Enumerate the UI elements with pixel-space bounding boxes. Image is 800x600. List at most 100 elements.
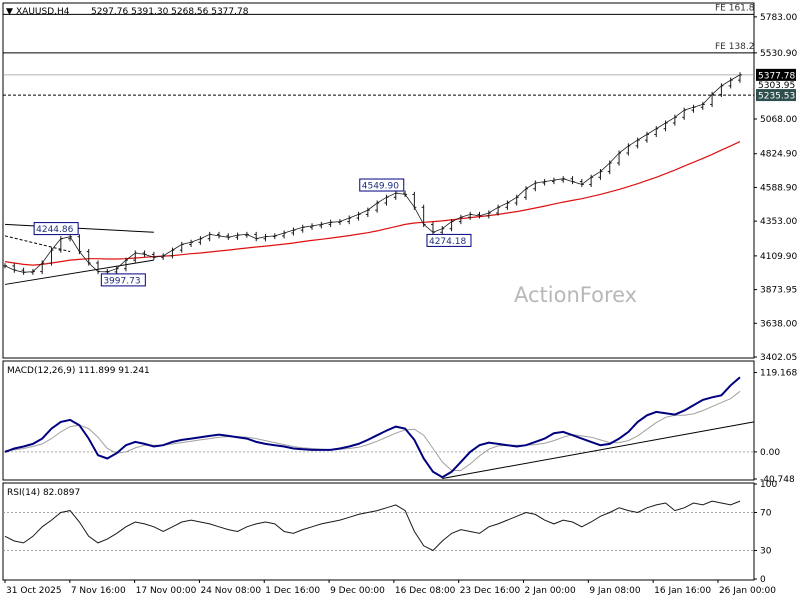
price-bar bbox=[12, 263, 17, 273]
x-tick-label: 7 Nov 16:00 bbox=[71, 586, 126, 596]
annotation-frame bbox=[359, 178, 405, 192]
price-y-tick-label: 5068.00 bbox=[760, 115, 797, 125]
current-price-tag: 5377.78 bbox=[756, 68, 796, 81]
collapse-arrow-icon[interactable]: ▼ bbox=[6, 7, 13, 17]
price-bar bbox=[542, 179, 547, 186]
price-bar bbox=[533, 180, 538, 192]
fib-level-label: FE 161.8 bbox=[715, 3, 755, 13]
x-tick-label: 23 Dec 16:00 bbox=[460, 586, 521, 596]
annotation-box: 4274.18 bbox=[426, 233, 472, 247]
price-bar bbox=[347, 215, 352, 225]
price-y-tick-label: 3638.00 bbox=[760, 319, 797, 329]
price-bar bbox=[179, 241, 184, 253]
price-bar bbox=[68, 234, 73, 242]
resistance-trendline bbox=[4, 223, 154, 233]
macd-signal-line bbox=[4, 390, 741, 471]
price-bar bbox=[393, 190, 398, 200]
x-tick-label: 1 Dec 16:00 bbox=[265, 586, 320, 596]
x-tick-label: 16 Dec 08:00 bbox=[395, 586, 456, 596]
price-bar bbox=[198, 236, 203, 245]
annotation-box: 4244.86 bbox=[33, 222, 79, 236]
price-bar bbox=[263, 234, 268, 242]
x-tick-label: 26 Jan 00:00 bbox=[719, 586, 776, 596]
price-y-tick-label: 4353.00 bbox=[760, 217, 797, 227]
moving-average-line bbox=[4, 141, 741, 266]
price-bar bbox=[96, 260, 101, 275]
price-bar bbox=[21, 267, 26, 275]
price-bar bbox=[235, 232, 240, 240]
x-tick-label: 17 Nov 00:00 bbox=[136, 586, 197, 596]
watermark: ActionForex bbox=[514, 283, 637, 307]
rsi-y-tick-label: 100 bbox=[760, 480, 777, 490]
x-tick-label: 2 Jan 00:00 bbox=[525, 586, 577, 596]
macd-title: MACD(12,26,9) 111.899 91.241 bbox=[7, 366, 150, 376]
macd-panel bbox=[3, 376, 755, 479]
price-bar bbox=[151, 251, 156, 260]
support-trendline bbox=[4, 259, 154, 285]
macd-line bbox=[4, 376, 741, 479]
price-bar bbox=[207, 231, 212, 242]
price-bar bbox=[282, 230, 287, 239]
x-tick-label: 9 Jan 08:00 bbox=[589, 586, 641, 596]
rsi-title: RSI(14) 82.0897 bbox=[7, 488, 80, 498]
price-y-tick-label: 5783.00 bbox=[760, 13, 797, 23]
dashed-price-tag-text: 5235.53 bbox=[758, 92, 795, 102]
price-bar bbox=[189, 239, 194, 248]
axes: 5783.00 5530.90 5068.00 4824.90 4588.90 4353.… bbox=[4, 13, 797, 596]
price-bar bbox=[254, 231, 259, 242]
annotation-frame bbox=[33, 222, 79, 236]
price-bar bbox=[319, 221, 324, 229]
x-tick-label: 31 Oct 2025 bbox=[6, 586, 62, 596]
price-bar bbox=[486, 210, 491, 219]
price-y-tick-label: 4109.90 bbox=[760, 252, 797, 262]
dashed-price-tag-bg bbox=[756, 89, 796, 102]
price-line bbox=[4, 74, 741, 273]
rsi-y-tick-label: 30 bbox=[760, 547, 772, 557]
ohlc-values: 5297.76 5391.30 5268.56 5377.78 bbox=[91, 7, 249, 17]
price-bar bbox=[300, 224, 305, 233]
dashed-trendline bbox=[4, 235, 71, 253]
price-y-tick-label: 5530.90 bbox=[760, 49, 797, 59]
current-price-tag-text: 5377.78 bbox=[758, 71, 795, 81]
price-bar bbox=[468, 211, 473, 220]
macd-y-tick-label: -40.748 bbox=[760, 475, 795, 485]
fib-level-label: FE 138.2 bbox=[715, 42, 755, 52]
price-bar bbox=[356, 211, 361, 221]
price-bar bbox=[691, 104, 696, 113]
price-bar bbox=[310, 223, 315, 230]
price-panel: FE 161.8 FE 138.2 4244.86 3997.73 4549.90 427… bbox=[3, 3, 796, 287]
price-bar bbox=[142, 250, 147, 258]
price-y-tick-label: 3402.05 bbox=[760, 353, 797, 363]
x-tick-label: 9 Dec 00:00 bbox=[330, 586, 385, 596]
annotation-text: 4549.90 bbox=[362, 182, 399, 192]
price-bar bbox=[133, 250, 138, 263]
symbol-label: XAUUSD,H4 bbox=[16, 7, 70, 17]
current-price-tag-bg bbox=[756, 68, 796, 81]
macd-trendline bbox=[442, 421, 755, 479]
x-tick-label: 16 Jan 16:00 bbox=[654, 586, 711, 596]
price-bar bbox=[738, 72, 742, 83]
price-bar bbox=[3, 263, 7, 269]
annotation-text: 4274.18 bbox=[429, 237, 466, 247]
annotation-text: 4244.86 bbox=[36, 225, 73, 235]
price-bar bbox=[216, 231, 221, 239]
annotation-box: 3997.73 bbox=[100, 273, 146, 287]
price-bar bbox=[570, 176, 575, 185]
annotation-box: 4549.90 bbox=[359, 178, 405, 192]
dashed-price-tag: 5235.53 bbox=[756, 89, 796, 102]
price-y-tick-label: 4824.90 bbox=[760, 150, 797, 160]
price-bar bbox=[430, 221, 435, 235]
price-bar bbox=[551, 177, 556, 185]
macd-y-tick-label: 119.168 bbox=[760, 369, 797, 379]
price-y-tick-label: 3873.95 bbox=[760, 286, 797, 296]
annotation-frame bbox=[100, 273, 146, 287]
rsi-y-tick-label: 70 bbox=[760, 509, 772, 519]
x-tick-label: 24 Nov 08:00 bbox=[200, 586, 261, 596]
rsi-line bbox=[4, 500, 741, 552]
price-bar bbox=[328, 219, 333, 228]
price-y-tick-label: 4588.90 bbox=[760, 183, 797, 193]
panel-frames bbox=[2, 2, 755, 581]
rsi-panel bbox=[3, 500, 754, 552]
price-bar bbox=[291, 227, 296, 236]
